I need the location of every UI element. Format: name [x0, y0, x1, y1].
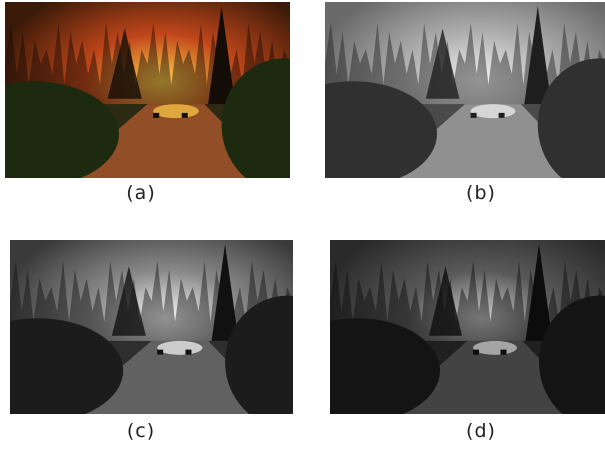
tree: [207, 6, 236, 108]
right-bank: [539, 295, 605, 414]
tree: [429, 266, 462, 336]
river: [66, 340, 279, 414]
right-bank: [221, 58, 290, 178]
left-bank: [325, 81, 437, 178]
animal: [157, 349, 164, 355]
photo: [10, 240, 293, 414]
river: [62, 104, 276, 178]
animal: [470, 112, 477, 118]
river: [385, 340, 592, 414]
left-bank: [5, 81, 119, 178]
tree: [107, 28, 142, 99]
left-bank: [10, 318, 124, 414]
reflection: [470, 104, 516, 119]
tree: [111, 266, 146, 336]
reflection: [473, 340, 517, 355]
tree: [523, 6, 552, 108]
animal: [153, 112, 160, 118]
animal: [473, 349, 479, 355]
panel-label: (c): [127, 420, 155, 442]
right-bank: [225, 295, 293, 414]
animal: [500, 349, 507, 355]
animal: [181, 112, 188, 118]
tree: [525, 244, 553, 345]
reflection: [153, 104, 199, 119]
left-bank: [330, 318, 440, 414]
panel-label: (a): [126, 182, 155, 204]
animal: [185, 349, 192, 355]
photo: [325, 2, 605, 178]
river: [381, 104, 591, 178]
tree: [211, 244, 240, 345]
tree: [425, 28, 460, 99]
reflection: [157, 340, 203, 355]
panel-label: (d): [466, 420, 496, 442]
animal: [498, 112, 505, 118]
photo: [5, 2, 290, 178]
right-bank: [537, 58, 605, 178]
panel-label: (b): [466, 182, 496, 204]
photo: [330, 240, 605, 414]
